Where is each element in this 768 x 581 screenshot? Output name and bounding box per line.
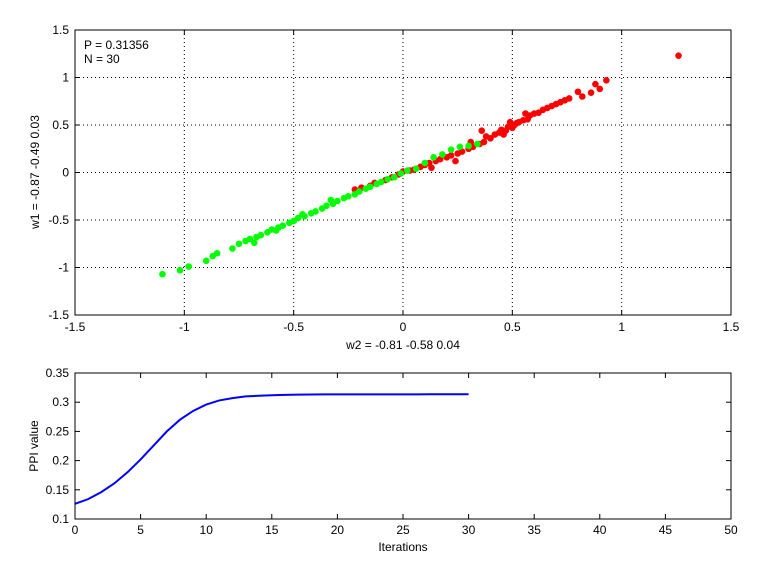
scatter-xtick-label: 0.5 — [504, 320, 521, 334]
scatter-point — [397, 170, 405, 177]
scatter-ticks: -1.5 -1 -0.5 0 0.5 1 1.5 -1.5 -1 -0.5 0 0.5 1 1.5 — [48, 23, 739, 334]
line-plot: 0 5 10 15 20 25 30 35 40 45 50 0.1 0.15 0.2 0.25 0.3 0.3… — [27, 366, 738, 554]
scatter-points — [159, 52, 682, 278]
scatter-point — [428, 164, 435, 172]
scatter-point — [323, 202, 330, 210]
scatter-point — [480, 138, 488, 146]
scatter-ytick-label: -1 — [58, 261, 69, 275]
scatter-xtick-label: 1 — [618, 320, 625, 334]
scatter-plot: -1.5 -1 -0.5 0 0.5 1 1.5 -1.5 -1 -0.5 0 0.5 1 1.5 P =… — [28, 23, 740, 352]
line-series — [74, 393, 469, 505]
scatter-xtick-label: -0.5 — [283, 320, 304, 334]
line-plot-area — [75, 373, 731, 519]
scatter-point — [474, 140, 481, 148]
scatter-point — [384, 175, 391, 183]
scatter-xtick-label: 1.5 — [723, 320, 740, 334]
scatter-point — [235, 240, 243, 248]
line-xtick-label: 15 — [265, 523, 279, 537]
scatter-point — [312, 208, 319, 215]
line-xtick-label: 30 — [462, 523, 476, 537]
scatter-point — [603, 77, 610, 84]
line-xtick-label: 50 — [724, 523, 738, 537]
line-ytick-label: 0.1 — [52, 512, 69, 526]
scatter-xlabel: w2 = -0.81 -0.58 0.04 — [345, 338, 460, 352]
scatter-point — [675, 52, 682, 59]
scatter-ytick-label: -1.5 — [48, 308, 69, 322]
scatter-point — [202, 257, 210, 265]
scatter-point — [299, 211, 306, 218]
scatter-point — [465, 142, 472, 150]
scatter-point — [176, 267, 184, 274]
scatter-point — [229, 245, 236, 252]
scatter-point — [251, 239, 258, 247]
scatter-point — [447, 152, 455, 159]
scatter-point — [456, 143, 464, 151]
scatter-ylabel: w1 = -0.87 -0.49 0.03 — [28, 115, 42, 230]
line-xtick-label: 35 — [528, 523, 542, 537]
line-xtick-label: 20 — [331, 523, 345, 537]
scatter-point — [522, 110, 529, 117]
line-ytick-label: 0.15 — [46, 483, 70, 497]
line-ytick-label: 0.25 — [46, 424, 70, 438]
scatter-xtick-label: -1.5 — [65, 320, 86, 334]
line-xtick-label: 0 — [72, 523, 79, 537]
scatter-point — [366, 183, 374, 191]
scatter-point — [579, 93, 586, 100]
scatter-xtick-label: 0 — [400, 320, 407, 334]
scatter-point — [390, 173, 398, 181]
line-ytick-label: 0.3 — [52, 395, 69, 409]
scatter-ytick-label: 0 — [62, 166, 69, 180]
scatter-point — [478, 127, 486, 134]
scatter-point — [587, 89, 595, 96]
line-xtick-label: 5 — [137, 523, 144, 537]
scatter-point — [421, 159, 429, 167]
scatter-point — [334, 197, 341, 205]
scatter-point — [257, 231, 265, 239]
scatter-point — [439, 151, 446, 158]
scatter-annotation-p: P = 0.31356 — [84, 38, 149, 52]
scatter-point — [430, 154, 437, 161]
scatter-series-1 — [159, 140, 481, 278]
scatter-ytick-label: -0.5 — [48, 213, 69, 227]
scatter-ytick-label: 1.5 — [52, 23, 69, 37]
scatter-xtick-label: -1 — [179, 320, 190, 334]
line-ylabel: PPI value — [27, 420, 41, 472]
scatter-point — [246, 235, 254, 243]
scatter-ytick-label: 1 — [62, 71, 69, 85]
scatter-point — [159, 270, 166, 278]
scatter-point — [213, 249, 221, 257]
line-xtick-label: 40 — [593, 523, 607, 537]
scatter-annotation-n: N = 30 — [84, 52, 120, 66]
scatter-point — [565, 95, 573, 102]
scatter-point — [592, 80, 599, 88]
scatter-point — [447, 146, 455, 153]
line-ytick-label: 0.35 — [46, 366, 70, 380]
scatter-point — [574, 88, 582, 96]
scatter-point — [506, 118, 514, 126]
scatter-ytick-label: 0.5 — [52, 118, 69, 132]
line-ytick-label: 0.2 — [52, 454, 69, 468]
line-xtick-label: 25 — [396, 523, 410, 537]
scatter-point — [452, 157, 459, 165]
scatter-point — [272, 227, 280, 234]
scatter-point — [355, 188, 363, 195]
line-series-0 — [74, 393, 469, 505]
line-xlabel: Iterations — [378, 540, 427, 554]
line-ticks: 0 5 10 15 20 25 30 35 40 45 50 0.1 0.15 0.2 0.25 0.3 0.3… — [46, 366, 738, 537]
scatter-point — [596, 85, 604, 93]
scatter-point — [279, 222, 287, 229]
scatter-point — [500, 131, 507, 138]
scatter-point — [294, 214, 302, 222]
scatter-point — [487, 135, 494, 142]
scatter-point — [404, 167, 411, 174]
line-xtick-label: 45 — [659, 523, 673, 537]
scatter-point — [412, 165, 420, 172]
scatter-point — [185, 263, 193, 270]
line-xtick-label: 10 — [200, 523, 214, 537]
scatter-point — [345, 192, 352, 200]
scatter-point — [327, 196, 335, 204]
scatter-point — [377, 178, 385, 186]
